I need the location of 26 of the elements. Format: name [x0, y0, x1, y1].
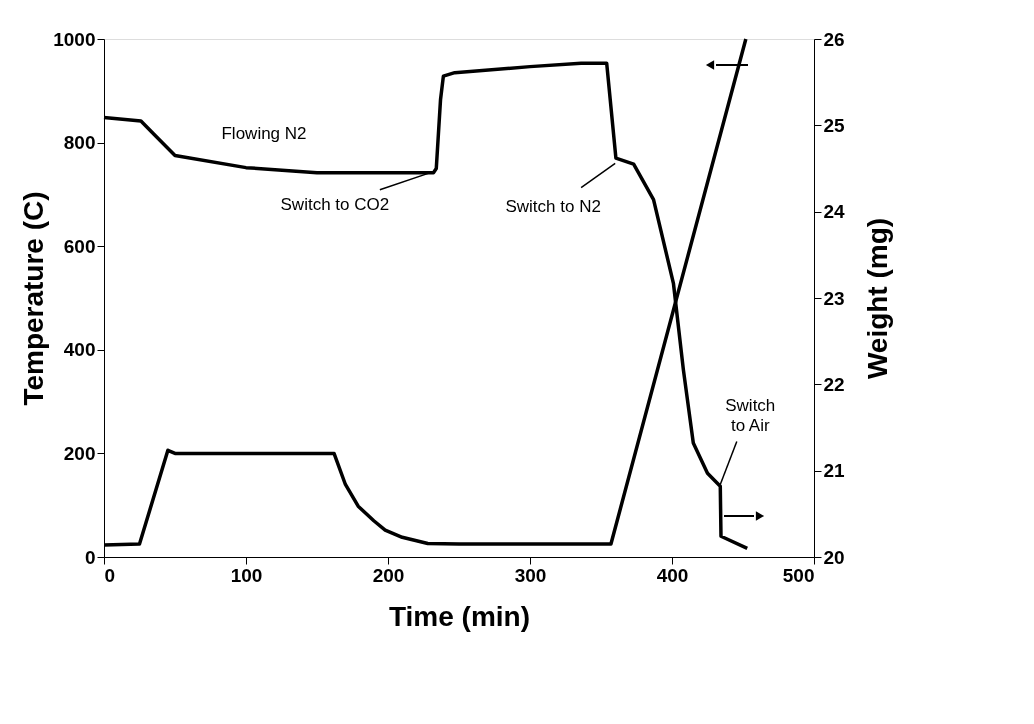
- y2-tick-label: 23: [823, 287, 845, 309]
- x-tick-label: 500: [782, 564, 815, 586]
- y2-axis-title: Weight (mg): [861, 217, 893, 380]
- y2-tick-label: 22: [823, 373, 845, 395]
- y-tick-label: 600: [63, 235, 96, 257]
- annotation: Switch to Air: [725, 396, 776, 436]
- annotation: Switch to N2: [505, 197, 601, 217]
- y2-tick-label: 26: [823, 28, 845, 50]
- x-tick-label: 100: [230, 564, 263, 586]
- annotation: Switch to CO2: [280, 195, 390, 215]
- y-tick-label: 400: [63, 339, 96, 361]
- y-tick-label: 1000: [53, 28, 96, 50]
- y-tick-label: 800: [63, 132, 96, 154]
- annotation: Flowing N2: [221, 124, 307, 143]
- y2-tick-label: 24: [823, 201, 846, 223]
- x-tick-label: 200: [372, 564, 405, 586]
- y2-tick-label: 25: [823, 114, 846, 136]
- x-tick-label: 400: [656, 564, 689, 586]
- y-tick-label: 0: [84, 546, 96, 568]
- x-tick-label: 300: [514, 564, 547, 586]
- y-tick-label: 200: [63, 442, 96, 464]
- y2-tick-label: 21: [823, 460, 846, 482]
- x-tick-label: 0: [104, 564, 116, 586]
- y-axis-title: Temperature (C): [18, 191, 50, 406]
- y2-tick-label: 20: [823, 546, 845, 568]
- x-axis-title: Time (min): [388, 600, 531, 632]
